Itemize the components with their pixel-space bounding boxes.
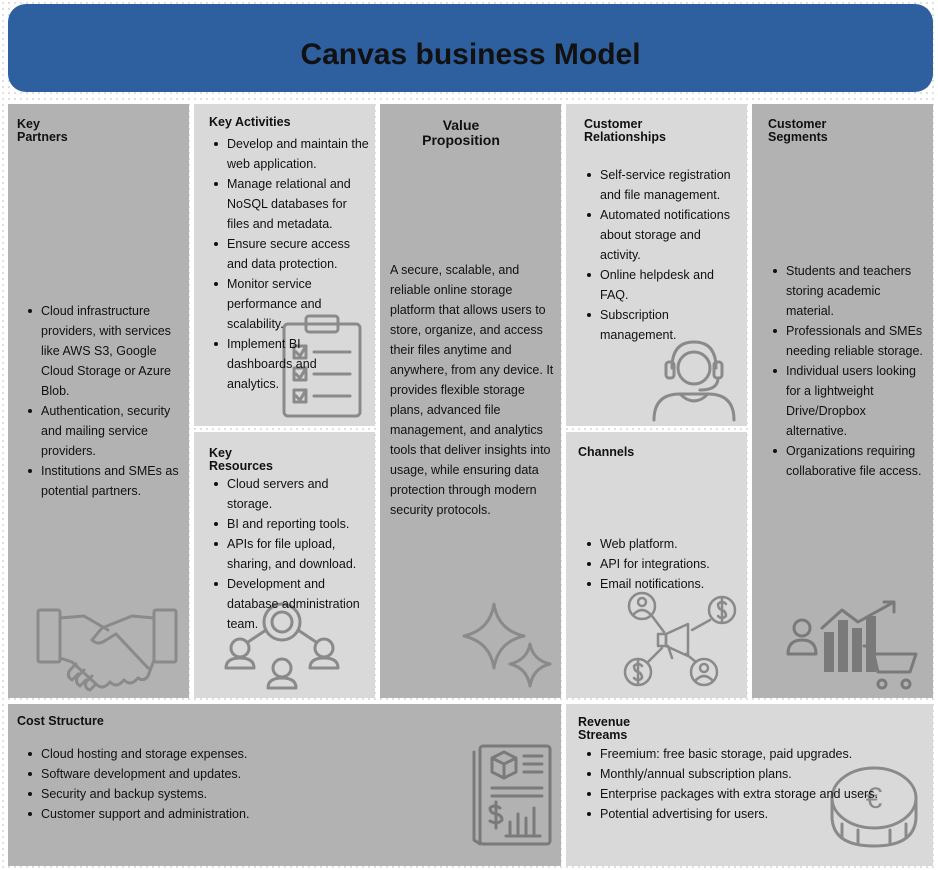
key-activities-block: Key Activities Develop and maintain the …: [194, 104, 375, 426]
channels-title: Channels: [578, 445, 635, 459]
headset-agent-icon: [650, 336, 738, 422]
value-proposition-title: Value Proposition: [422, 117, 500, 148]
list-item: Enterprise packages with extra storage a…: [587, 784, 925, 804]
cost-structure-title: Cost Structure: [17, 714, 104, 728]
customer-relationships-list: Self-service registration and file manag…: [587, 165, 740, 345]
channels-block: Channels Web platform. API for integrati…: [566, 432, 747, 698]
list-item: Individual users looking for a lightweig…: [773, 361, 928, 441]
sparkle-icon: [460, 600, 554, 692]
list-item: Manage relational and NoSQL databases fo…: [214, 174, 369, 234]
list-item: Potential advertising for users.: [587, 804, 925, 824]
list-item: Ensure secure access and data protection…: [214, 234, 369, 274]
revenue-streams-title: Revenue Streams: [578, 715, 631, 742]
page-header: Canvas business Model: [8, 4, 933, 92]
cost-structure-block: Cost Structure Cloud hosting and storage…: [8, 704, 561, 866]
key-resources-title: Key Resources: [209, 446, 273, 473]
growth-chart-cart-icon: [784, 598, 920, 692]
list-item: Cloud servers and storage.: [214, 474, 369, 514]
customer-relationships-block: Customer Relationships Self-service regi…: [566, 104, 747, 426]
list-item: Cloud infrastructure providers, with ser…: [28, 301, 181, 401]
key-resources-block: Key Resources Cloud servers and storage.…: [194, 432, 375, 698]
channels-list: Web platform. API for integrations. Emai…: [587, 534, 742, 594]
revenue-streams-list: Freemium: free basic storage, paid upgra…: [587, 744, 925, 824]
list-item: Security and backup systems.: [28, 784, 441, 804]
team-network-icon: [224, 600, 340, 692]
key-resources-list: Cloud servers and storage. BI and report…: [214, 474, 369, 634]
value-proposition-block: Value Proposition A secure, scalable, an…: [380, 104, 561, 698]
coin-icon: €: [828, 764, 920, 850]
revenue-streams-block: Revenue Streams € Freemium: free basic s…: [566, 704, 933, 866]
key-partners-block: Key Partners Cloud infrastructure provid…: [8, 104, 189, 698]
list-item: Customer support and administration.: [28, 804, 441, 824]
coin-currency-symbol: €: [866, 782, 883, 815]
list-item: Online helpdesk and FAQ.: [587, 265, 740, 305]
list-item: Monthly/annual subscription plans.: [587, 764, 925, 784]
list-item: Web platform.: [587, 534, 742, 554]
list-item: Professionals and SMEs needing reliable …: [773, 321, 928, 361]
list-item: Development and database administration …: [214, 574, 369, 634]
list-item: Freemium: free basic storage, paid upgra…: [587, 744, 925, 764]
list-item: Monitor service performance and scalabil…: [214, 274, 369, 334]
customer-segments-block: Customer Segments Students and teachers …: [752, 104, 933, 698]
megaphone-network-icon: [622, 590, 740, 690]
list-item: Software development and updates.: [28, 764, 441, 784]
customer-relationships-title: Customer Relationships: [584, 117, 666, 144]
list-item: Cloud hosting and storage expenses.: [28, 744, 441, 764]
key-activities-title: Key Activities: [209, 115, 291, 129]
list-item: Automated notifications about storage an…: [587, 205, 740, 265]
customer-segments-list: Students and teachers storing academic m…: [773, 261, 928, 481]
list-item: Subscription management.: [587, 305, 740, 345]
list-item: Implement BI dashboards and analytics.: [214, 334, 369, 394]
clipboard-checklist-icon: [280, 312, 364, 418]
list-item: APIs for file upload, sharing, and downl…: [214, 534, 369, 574]
list-item: API for integrations.: [587, 554, 742, 574]
list-item: Authentication, security and mailing ser…: [28, 401, 181, 461]
key-activities-list: Develop and maintain the web application…: [214, 134, 369, 394]
list-item: Self-service registration and file manag…: [587, 165, 740, 205]
handshake-icon: [36, 604, 178, 694]
page-title: Canvas business Model: [300, 38, 641, 71]
list-item: BI and reporting tools.: [214, 514, 369, 534]
list-item: Organizations requiring collaborative fi…: [773, 441, 928, 481]
list-item: Institutions and SMEs as potential partn…: [28, 461, 181, 501]
key-partners-title: Key Partners: [17, 117, 68, 144]
cost-structure-list: Cloud hosting and storage expenses. Soft…: [28, 744, 441, 824]
list-item: Email notifications.: [587, 574, 742, 594]
list-item: Students and teachers storing academic m…: [773, 261, 928, 321]
key-partners-list: Cloud infrastructure providers, with ser…: [28, 301, 181, 501]
value-proposition-text: A secure, scalable, and reliable online …: [390, 263, 554, 517]
list-item: Develop and maintain the web application…: [214, 134, 369, 174]
cost-report-icon: [470, 742, 554, 848]
customer-segments-title: Customer Segments: [768, 117, 828, 144]
